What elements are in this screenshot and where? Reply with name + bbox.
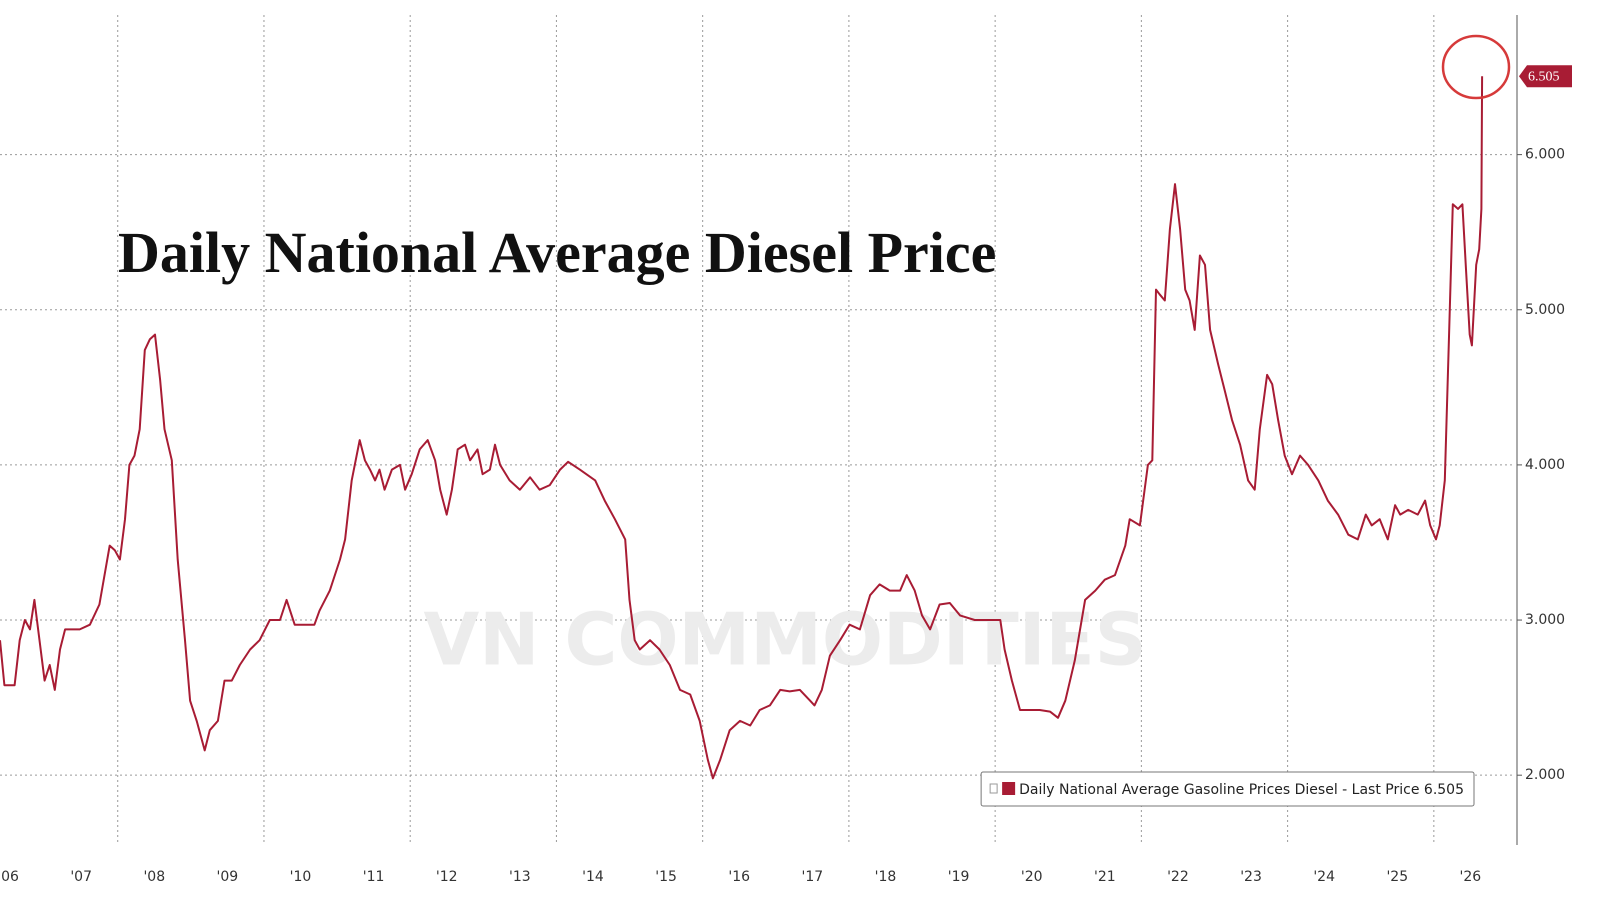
plot [0, 76, 1484, 780]
x-tick-label: '06 [0, 869, 19, 885]
legend-box [980, 771, 1475, 807]
legend-last-value: 6.505 [1424, 782, 1464, 798]
legend-suffix: - Last Price [1342, 782, 1419, 798]
y-tick-label: 6.000 [1525, 147, 1565, 163]
legend-swatch [1002, 782, 1016, 795]
x-tick-label: '23 [1240, 869, 1262, 885]
x-tick-label: '18 [875, 869, 897, 885]
x-tick-label: '19 [948, 869, 970, 885]
chart-title: Daily National Average Diesel Price [118, 220, 996, 285]
x-tick-label: '17 [802, 869, 824, 885]
x-tick-label: '22 [1167, 869, 1189, 885]
legend: Daily National Average Gasoline Prices D… [980, 771, 1475, 807]
x-tick-label: '16 [728, 869, 750, 885]
legend-series-name: Daily National Average Gasoline Prices D… [1019, 782, 1338, 798]
y-tick-label: 4.000 [1525, 457, 1565, 473]
x-tick-label: '26 [1460, 869, 1482, 885]
series-line [0, 76, 1484, 780]
legend-icon [989, 783, 998, 794]
highlight-circle [1441, 34, 1511, 100]
legend-text: Daily National Average Gasoline Prices D… [1019, 782, 1464, 798]
y-tick-label: 5.000 [1525, 302, 1565, 318]
x-tick-label: '07 [70, 869, 92, 885]
last-price-tag [1519, 65, 1572, 88]
x-tick-label: '12 [436, 869, 458, 885]
x-tick-label: '25 [1386, 869, 1408, 885]
y-tick-label: 2.000 [1525, 767, 1565, 783]
watermark: VN COMMODITIES [423, 598, 1146, 682]
x-tick-label: '21 [1094, 869, 1116, 885]
x-tick-label: '24 [1313, 869, 1335, 885]
y-tick-label: 3.000 [1525, 612, 1565, 628]
x-tick-label: '15 [655, 869, 677, 885]
x-tick-label: '20 [1021, 869, 1043, 885]
x-tick-label: '08 [143, 869, 165, 885]
grid [0, 15, 1515, 845]
x-tick-label: '14 [582, 869, 604, 885]
x-tick-label: '11 [363, 869, 385, 885]
x-tick-label: '09 [217, 869, 239, 885]
last-price-label: 6.505 [1528, 69, 1560, 84]
x-tick-label: '13 [509, 869, 531, 885]
x-tick-label: '10 [290, 869, 312, 885]
